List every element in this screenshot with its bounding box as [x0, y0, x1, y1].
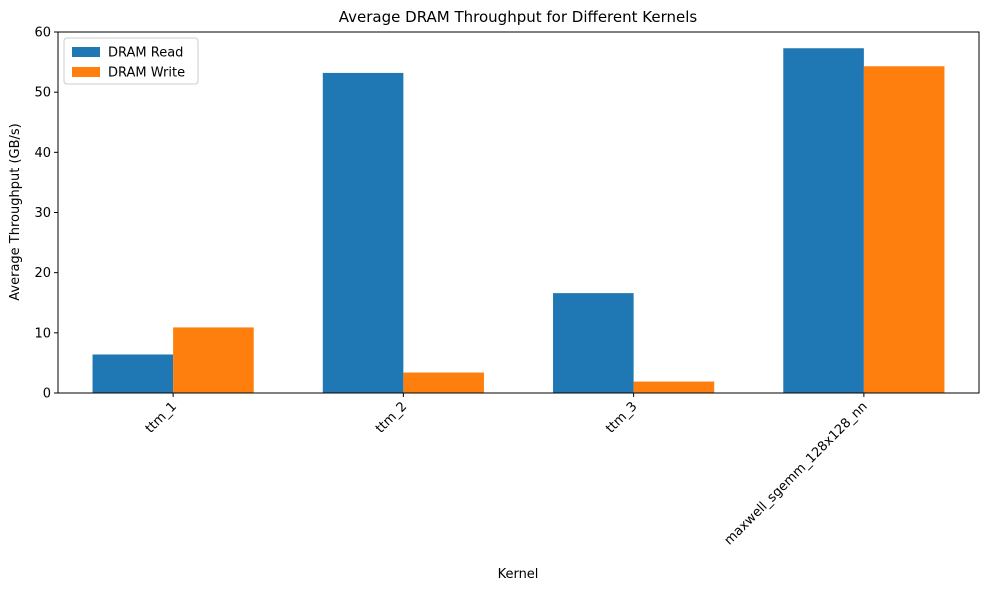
bars-group	[92, 48, 945, 394]
bar-dram-write-ttm_1	[173, 327, 254, 393]
legend-swatch	[72, 67, 100, 77]
y-tick-label: 30	[34, 206, 51, 221]
bar-dram-read-ttm_2	[322, 72, 404, 393]
legend-label: DRAM Read	[108, 46, 183, 61]
y-tick-label: 0	[43, 387, 51, 402]
bar-dram-read-maxwell_sgemm_128x128_nn	[783, 48, 864, 394]
y-axis: 0 10 20 30 40 50 60	[34, 26, 58, 402]
y-tick-label: 50	[34, 86, 51, 101]
y-tick-label: 20	[34, 266, 51, 281]
legend-swatch	[72, 47, 100, 57]
y-tick-label: 60	[34, 26, 51, 41]
y-tick-label: 40	[34, 146, 51, 161]
x-axis-title: Kernel	[498, 567, 539, 582]
chart-title: Average DRAM Throughput for Different Ke…	[339, 8, 698, 26]
y-tick-label: 10	[34, 326, 51, 341]
bar-dram-write-maxwell_sgemm_128x128_nn	[863, 66, 945, 394]
plot-frame	[57, 31, 980, 394]
y-axis-title: Average Throughput (GB/s)	[8, 123, 23, 300]
legend: DRAM Read DRAM Write	[63, 37, 199, 85]
bar-dram-write-ttm_3	[633, 381, 715, 393]
legend-label: DRAM Write	[108, 66, 185, 81]
bar-dram-write-ttm_2	[403, 372, 484, 393]
bar-dram-read-ttm_3	[553, 293, 634, 393]
bar-dram-read-ttm_1	[92, 354, 174, 393]
